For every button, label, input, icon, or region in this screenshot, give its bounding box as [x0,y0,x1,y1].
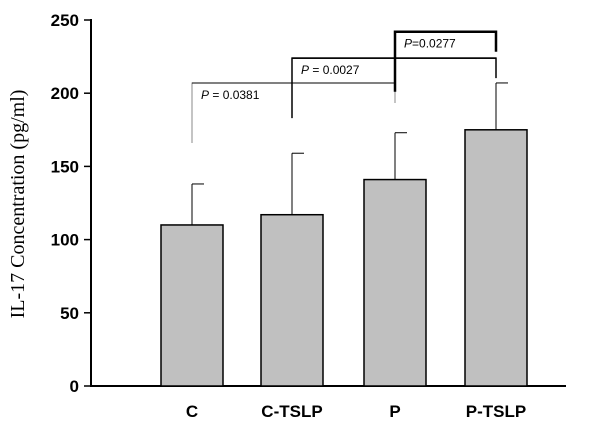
bar-c-tslp [260,213,324,387]
y-tick-label: 50 [60,304,79,323]
p-value-label: P=0.0277 [404,37,456,51]
p-symbol: P [404,37,412,51]
p-value-text: = 0.0381 [209,88,260,102]
bar-p-tslp [464,129,528,387]
bar-p [363,178,427,387]
p-value-label: P = 0.0381 [201,88,260,102]
x-category-label: P-TSLP [466,402,526,421]
y-tick-label: 150 [51,157,79,176]
x-category-label: C-TSLP [261,402,322,421]
y-tick-label: 200 [51,84,79,103]
p-value-label: P = 0.0027 [301,63,360,77]
y-tick-label: 100 [51,231,79,250]
bar-c [160,224,224,387]
p-value-text: =0.0277 [412,37,456,51]
p-value-text: = 0.0027 [309,63,360,77]
p-symbol: P [301,63,309,77]
y-axis-label: IL-17 Concentration (pg/ml) [7,90,29,319]
y-tick-label: 250 [51,11,79,30]
x-category-label: C [186,402,198,421]
p-symbol: P [201,88,209,102]
y-tick-label: 0 [70,377,79,396]
x-category-label: P [389,402,400,421]
